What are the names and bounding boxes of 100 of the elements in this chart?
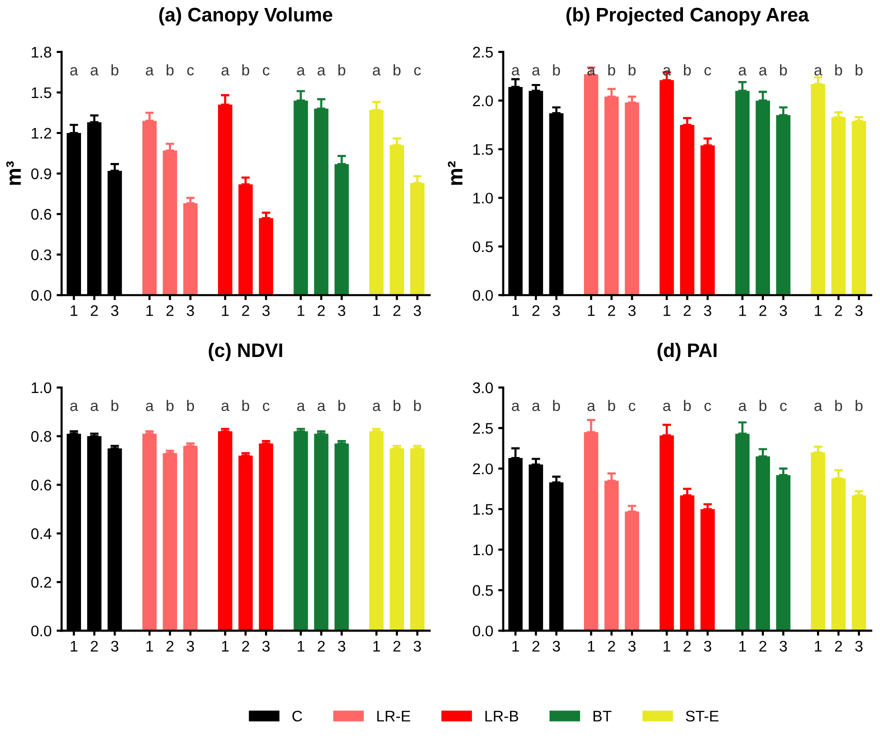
- annotation: b: [608, 64, 616, 76]
- y-axis-title: m³: [6, 161, 21, 185]
- x-tick-label: 2: [318, 640, 325, 652]
- annotation: a: [814, 402, 822, 412]
- x-tick-label: 3: [780, 305, 787, 316]
- x-tick-label: 1: [222, 640, 229, 652]
- x-tick-label: 2: [759, 640, 766, 652]
- x-tick-label: 2: [532, 640, 540, 652]
- annotation: a: [372, 402, 381, 412]
- x-tick-label: 2: [166, 640, 174, 652]
- x-tick-label: 1: [814, 640, 822, 652]
- x-tick-label: 2: [393, 640, 400, 652]
- x-tick-label: 2: [166, 305, 174, 316]
- annotation: a: [297, 67, 306, 76]
- x-tick-label: 2: [242, 640, 250, 652]
- x-tick-label: 1: [222, 305, 229, 316]
- y-tick-label: 0.4: [31, 528, 52, 540]
- annotation: c: [262, 402, 270, 412]
- x-tick-label: 3: [186, 305, 194, 316]
- annotation: b: [111, 400, 118, 412]
- annotation: a: [70, 402, 78, 412]
- y-tick-label: 0.5: [472, 241, 493, 252]
- x-tick-label: 1: [373, 305, 380, 316]
- annotation: a: [297, 402, 306, 412]
- y-tick-label: 2.0: [473, 95, 493, 106]
- y-tick-label: 0.0: [31, 290, 52, 301]
- x-tick-label: 3: [855, 640, 863, 652]
- x-tick-label: 3: [704, 305, 712, 316]
- annotation: a: [70, 67, 78, 76]
- x-tick-label: 3: [855, 305, 863, 316]
- annotation: b: [394, 64, 400, 76]
- x-tick-label: 1: [146, 305, 154, 316]
- x-tick-label: 2: [835, 305, 842, 316]
- x-tick-label: 3: [262, 640, 270, 652]
- y-tick-label: 1.0: [473, 544, 493, 556]
- y-tick-label: 2.0: [473, 463, 493, 474]
- x-tick-label: 2: [90, 640, 98, 652]
- y-tick-label: 0.5: [472, 585, 493, 596]
- annotation: b: [856, 64, 863, 76]
- annotation: a: [318, 402, 326, 412]
- annotation: b: [835, 400, 842, 412]
- annotation: a: [146, 402, 154, 412]
- y-tick-label: 1.5: [473, 504, 493, 515]
- chart-title: (a) Canopy Volume: [159, 7, 332, 26]
- x-tick-label: 2: [90, 305, 98, 316]
- annotation: a: [512, 67, 520, 76]
- x-tick-label: 3: [186, 640, 194, 652]
- annotation: a: [222, 402, 230, 412]
- x-tick-label: 3: [552, 305, 560, 316]
- y-tick-label: 0.6: [31, 480, 52, 490]
- annotation: a: [588, 402, 596, 412]
- annotation: a: [532, 402, 540, 412]
- x-tick-label: 1: [70, 305, 78, 316]
- y-tick-label: 3.0: [472, 382, 493, 394]
- x-tick-label: 3: [111, 305, 118, 316]
- annotation: a: [532, 67, 540, 76]
- annotation: b: [856, 400, 863, 412]
- x-tick-label: 2: [608, 305, 616, 316]
- x-tick-label: 1: [814, 305, 822, 316]
- x-tick-label: 2: [835, 640, 842, 652]
- x-tick-label: 3: [414, 305, 421, 316]
- x-tick-label: 1: [70, 640, 78, 652]
- chart-title: (c) NDVI: [208, 342, 282, 362]
- y-tick-label: 0.2: [31, 576, 52, 588]
- annotation: c: [780, 402, 787, 412]
- annotation: a: [738, 402, 747, 412]
- annotation: b: [835, 64, 842, 76]
- annotation: b: [394, 400, 400, 412]
- x-tick-label: 3: [414, 640, 421, 652]
- legend-label: ST-E: [686, 710, 718, 722]
- annotation: b: [242, 64, 250, 76]
- annotation: b: [684, 400, 691, 412]
- x-tick-label: 2: [684, 305, 691, 316]
- x-tick-label: 3: [780, 640, 787, 652]
- annotation: b: [338, 64, 346, 76]
- annotation: b: [111, 64, 118, 76]
- x-tick-label: 1: [588, 305, 595, 316]
- annotation: a: [663, 402, 672, 412]
- annotation: b: [166, 64, 174, 76]
- annotation: c: [414, 67, 421, 76]
- y-tick-label: 1.0: [473, 192, 493, 204]
- annotation: b: [187, 400, 194, 412]
- annotation: b: [242, 400, 250, 412]
- x-tick-label: 2: [242, 305, 250, 316]
- annotation: c: [704, 67, 712, 76]
- y-tick-label: 0.8: [31, 431, 52, 442]
- x-tick-label: 2: [532, 305, 540, 316]
- annotation: a: [318, 67, 326, 76]
- annotation: a: [146, 67, 154, 76]
- y-tick-label: 1.5: [32, 87, 52, 98]
- annotation: c: [628, 402, 636, 412]
- x-tick-label: 3: [704, 640, 712, 652]
- annotation: a: [372, 67, 381, 76]
- annotation: c: [187, 67, 194, 76]
- x-tick-label: 1: [512, 305, 519, 316]
- annotation: a: [90, 402, 99, 412]
- legend-label: BT: [594, 710, 612, 722]
- x-tick-label: 2: [393, 305, 400, 316]
- annotation: a: [512, 402, 520, 412]
- annotation: b: [760, 400, 766, 412]
